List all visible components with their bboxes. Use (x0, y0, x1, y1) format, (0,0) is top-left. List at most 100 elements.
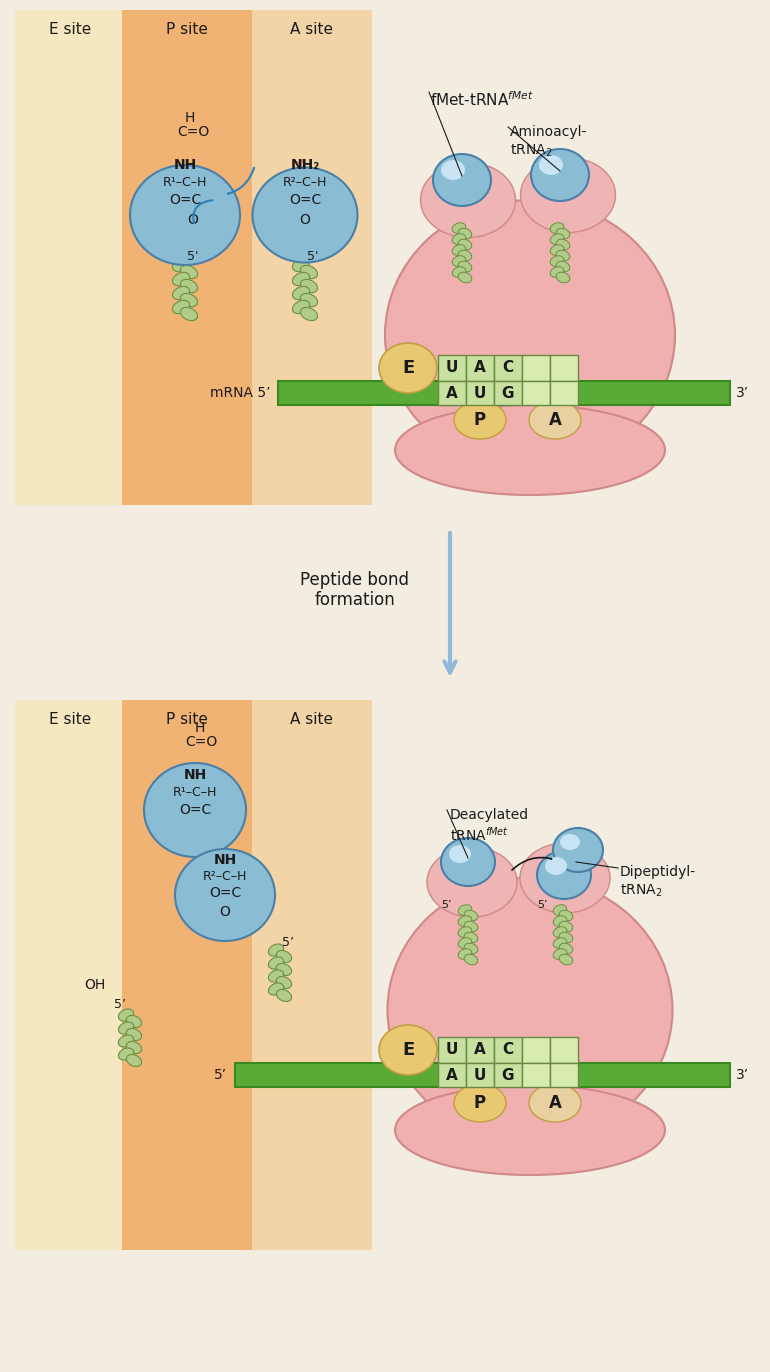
Text: tRNA$_2$: tRNA$_2$ (620, 884, 662, 900)
Ellipse shape (556, 261, 570, 272)
Text: G: G (502, 386, 514, 401)
Text: H: H (195, 722, 205, 735)
Text: O=C: O=C (289, 193, 321, 207)
Text: U: U (446, 361, 458, 376)
Text: P: P (474, 412, 486, 429)
Ellipse shape (276, 951, 292, 963)
Ellipse shape (553, 926, 567, 937)
Text: R²–C–H: R²–C–H (203, 870, 247, 882)
Ellipse shape (269, 982, 283, 995)
Ellipse shape (180, 280, 198, 292)
Ellipse shape (551, 266, 564, 277)
Ellipse shape (452, 222, 466, 233)
Text: 5’: 5’ (282, 936, 294, 948)
Bar (438, 1063, 466, 1087)
Text: A: A (474, 1043, 486, 1058)
Ellipse shape (172, 258, 189, 272)
Ellipse shape (130, 165, 240, 265)
Bar (494, 1063, 522, 1087)
Bar (550, 381, 578, 405)
Ellipse shape (556, 272, 570, 283)
Bar (15, 10, 122, 505)
Text: mRNA 5’: mRNA 5’ (209, 386, 270, 401)
Text: A site: A site (290, 22, 333, 37)
Ellipse shape (379, 1025, 437, 1076)
Text: C=O: C=O (177, 125, 209, 139)
Ellipse shape (395, 405, 665, 495)
FancyArrowPatch shape (228, 167, 254, 193)
Text: O=C: O=C (179, 803, 211, 816)
Text: tRNA$^{fMet}$: tRNA$^{fMet}$ (450, 826, 509, 844)
Ellipse shape (545, 858, 567, 875)
Text: 5’: 5’ (441, 900, 452, 910)
Ellipse shape (464, 943, 478, 954)
Ellipse shape (300, 265, 317, 279)
Ellipse shape (301, 159, 305, 163)
Ellipse shape (464, 910, 478, 921)
Text: NH: NH (213, 853, 236, 867)
Bar (466, 1063, 494, 1087)
Ellipse shape (458, 228, 472, 239)
Ellipse shape (458, 926, 472, 937)
Ellipse shape (452, 266, 466, 277)
Ellipse shape (172, 287, 189, 299)
Ellipse shape (464, 955, 478, 965)
Ellipse shape (126, 1015, 142, 1028)
Text: E site: E site (49, 712, 91, 727)
Ellipse shape (559, 910, 573, 921)
Bar (235, 1063, 730, 1087)
Ellipse shape (452, 233, 466, 244)
Text: 5’: 5’ (214, 1067, 227, 1083)
Ellipse shape (458, 937, 472, 948)
Text: H: H (185, 111, 195, 125)
Ellipse shape (458, 272, 472, 283)
Ellipse shape (553, 948, 567, 959)
Text: R²–C–H: R²–C–H (283, 177, 327, 189)
Bar (122, 10, 252, 505)
Ellipse shape (458, 904, 472, 915)
Ellipse shape (464, 932, 478, 943)
Bar (550, 1037, 578, 1063)
Text: O: O (188, 213, 199, 226)
Bar (466, 381, 494, 405)
Text: C: C (503, 361, 514, 376)
Text: G: G (502, 1067, 514, 1083)
Ellipse shape (521, 158, 615, 232)
Bar (466, 355, 494, 381)
Bar (466, 1037, 494, 1063)
Bar (278, 381, 730, 405)
Text: Aminoacyl-: Aminoacyl- (510, 125, 588, 139)
Ellipse shape (551, 233, 564, 244)
Text: 5': 5' (307, 251, 319, 263)
Text: OH: OH (85, 978, 105, 992)
Ellipse shape (441, 838, 495, 886)
Text: 3’: 3’ (736, 1067, 749, 1083)
Ellipse shape (531, 150, 589, 202)
Text: tRNA$_2$: tRNA$_2$ (510, 143, 552, 159)
Text: E: E (402, 1041, 414, 1059)
Text: R¹–C–H: R¹–C–H (172, 786, 217, 799)
Bar (438, 1037, 466, 1063)
Text: O: O (300, 213, 310, 226)
Ellipse shape (553, 915, 567, 926)
Ellipse shape (395, 1085, 665, 1174)
Ellipse shape (427, 847, 517, 916)
Ellipse shape (449, 845, 471, 863)
Text: O: O (219, 906, 230, 919)
Text: E site: E site (49, 22, 91, 37)
Text: P: P (474, 1093, 486, 1111)
Text: 5': 5' (187, 251, 199, 263)
Ellipse shape (269, 944, 283, 956)
Text: O=C: O=C (209, 886, 241, 900)
Ellipse shape (556, 250, 570, 261)
Ellipse shape (553, 937, 567, 948)
Ellipse shape (537, 851, 591, 899)
Text: Deacylated: Deacylated (450, 808, 529, 822)
Ellipse shape (560, 834, 580, 851)
Ellipse shape (126, 1055, 142, 1066)
Bar (438, 381, 466, 405)
Ellipse shape (441, 161, 465, 180)
Text: A: A (548, 412, 561, 429)
Ellipse shape (300, 294, 317, 306)
Ellipse shape (520, 842, 610, 912)
